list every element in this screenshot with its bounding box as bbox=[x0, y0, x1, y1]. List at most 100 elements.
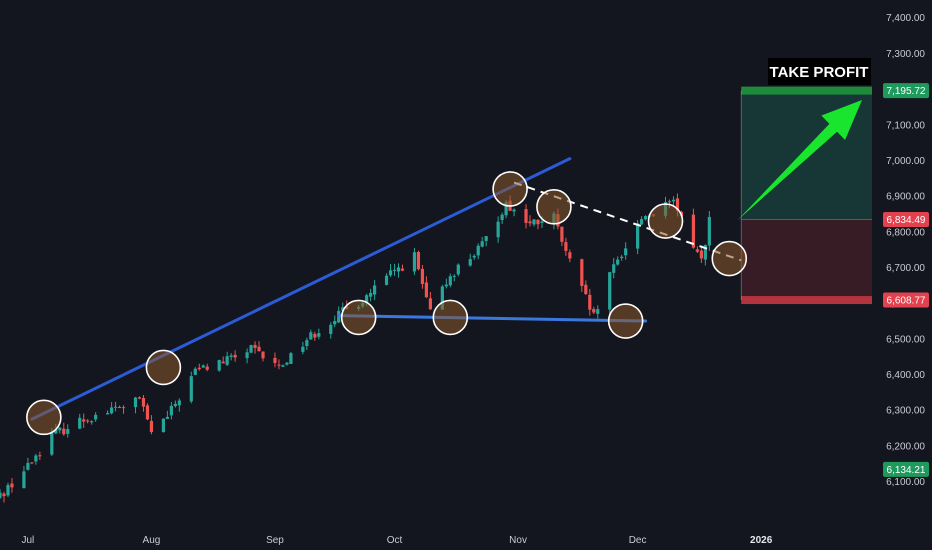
loss-zone[interactable] bbox=[741, 219, 872, 301]
candle-body bbox=[229, 355, 233, 357]
price-badge bbox=[883, 461, 929, 477]
y-tick-label: 7,100.00 bbox=[886, 120, 925, 131]
candle-body bbox=[145, 405, 150, 420]
highlight-circle bbox=[26, 399, 62, 436]
candle-body bbox=[500, 214, 504, 220]
candle-body bbox=[540, 221, 544, 223]
y-tick-label: 7,400.00 bbox=[886, 13, 925, 24]
take-profit-label-bg bbox=[768, 58, 871, 85]
y-tick-label: 6,200.00 bbox=[886, 441, 925, 452]
highlight-circle bbox=[492, 171, 528, 207]
candle-body bbox=[636, 223, 640, 249]
candle-body bbox=[476, 245, 480, 256]
candle-body bbox=[496, 221, 500, 238]
candle-body bbox=[141, 398, 146, 407]
price-badge-label: 6,134.21 bbox=[887, 465, 926, 476]
candle-body bbox=[221, 361, 225, 364]
highlight-circle bbox=[536, 189, 572, 225]
x-tick-label: Oct bbox=[387, 535, 403, 546]
x-axis[interactable]: Jul Aug Sep Oct Nov Dec 2026 bbox=[22, 535, 773, 546]
candle-body bbox=[173, 403, 177, 407]
candle-body bbox=[333, 321, 337, 325]
candle-body bbox=[78, 417, 82, 429]
candle-body bbox=[592, 309, 596, 313]
candle-body bbox=[289, 353, 293, 364]
candle-body bbox=[309, 332, 313, 340]
candle-body bbox=[699, 250, 703, 259]
y-tick-label: 7,300.00 bbox=[886, 49, 925, 60]
candle-body bbox=[365, 295, 369, 304]
y-tick-label: 6,900.00 bbox=[886, 192, 925, 203]
candle-body bbox=[420, 268, 425, 284]
candle-body bbox=[671, 199, 676, 202]
candle-body bbox=[137, 397, 142, 399]
trendlines[interactable] bbox=[30, 157, 742, 421]
candle-body bbox=[588, 294, 592, 310]
y-tick-label: 6,400.00 bbox=[886, 370, 925, 381]
candle-body bbox=[253, 344, 257, 348]
x-tick-label: Sep bbox=[266, 535, 284, 546]
candle-body bbox=[2, 493, 6, 497]
candle-body bbox=[66, 429, 70, 434]
candle-body bbox=[504, 202, 508, 216]
y-tick-label: 6,700.00 bbox=[886, 263, 925, 274]
take-profit-annotation: TAKE PROFIT bbox=[768, 58, 871, 85]
candle-body bbox=[329, 324, 333, 334]
candle-body bbox=[305, 340, 309, 347]
highlight-circle bbox=[607, 303, 644, 339]
take-profit-arrow bbox=[737, 100, 862, 221]
descending-dashed-line[interactable] bbox=[513, 181, 742, 262]
candle-body bbox=[90, 421, 94, 423]
candle-body bbox=[624, 248, 628, 256]
take-profit-label: TAKE PROFIT bbox=[770, 64, 869, 81]
x-tick-label: Jul bbox=[22, 535, 35, 546]
candle-body bbox=[424, 282, 429, 298]
candle-body bbox=[313, 333, 317, 338]
highlight-circle bbox=[711, 240, 748, 277]
candle-body bbox=[532, 219, 536, 225]
candle-body bbox=[169, 405, 173, 416]
candle-body bbox=[452, 275, 456, 277]
candle-body bbox=[58, 427, 62, 431]
candle-body bbox=[245, 352, 249, 359]
candle-body bbox=[512, 209, 516, 212]
candle-body bbox=[109, 407, 114, 414]
stop-loss-line[interactable] bbox=[741, 296, 872, 305]
candle-body bbox=[472, 255, 476, 258]
candle-body bbox=[396, 267, 401, 272]
candle-body bbox=[400, 268, 405, 271]
take-profit-line[interactable] bbox=[741, 86, 872, 95]
candle-body bbox=[225, 356, 229, 365]
candle-body bbox=[82, 419, 86, 422]
candle-body bbox=[217, 360, 221, 371]
horizontal-support-line[interactable] bbox=[337, 314, 648, 323]
candle-body bbox=[261, 351, 265, 359]
x-tick-label: Dec bbox=[629, 535, 647, 546]
price-badge bbox=[883, 292, 929, 308]
candle-body bbox=[428, 298, 432, 310]
candle-body bbox=[317, 333, 321, 337]
candle-body bbox=[205, 366, 209, 370]
price-labels: 7,195.72 6,834.49 6,608.77 6,134.21 bbox=[883, 83, 929, 477]
candle-body bbox=[536, 219, 540, 225]
candle-body bbox=[528, 221, 532, 224]
rising-trendline[interactable] bbox=[30, 157, 572, 421]
candle-body bbox=[6, 484, 10, 496]
candle-body bbox=[524, 209, 528, 223]
candle-body bbox=[703, 244, 707, 260]
candle-body bbox=[440, 286, 444, 310]
price-badge-label: 7,195.72 bbox=[887, 86, 926, 97]
candle-body bbox=[580, 259, 584, 286]
candle-body bbox=[133, 397, 138, 408]
candle-body bbox=[273, 357, 277, 363]
candle-body bbox=[149, 420, 154, 433]
candle-body bbox=[285, 362, 289, 365]
highlight-circle bbox=[145, 349, 182, 386]
candle-body bbox=[94, 414, 98, 420]
y-tick-label: 7,000.00 bbox=[886, 156, 925, 167]
candle-body bbox=[54, 429, 58, 434]
highlight-circles bbox=[26, 171, 748, 436]
candle-body bbox=[416, 251, 421, 270]
candle-body bbox=[257, 346, 261, 352]
